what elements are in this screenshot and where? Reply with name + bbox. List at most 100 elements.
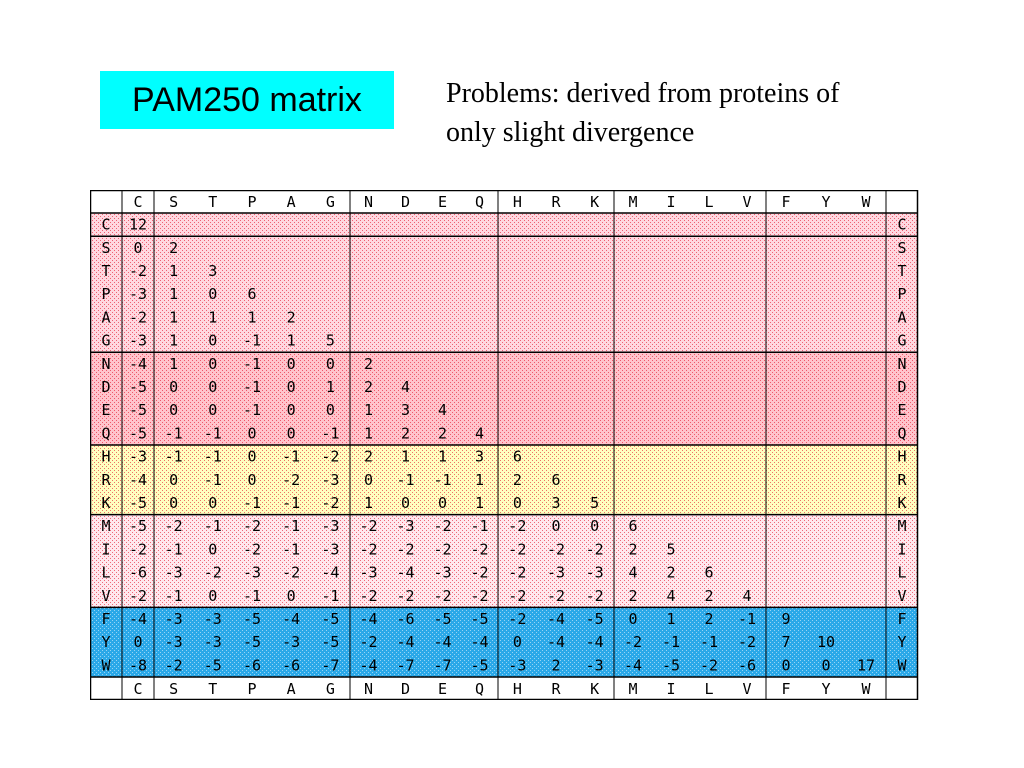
score-Q-D: 2 [401,424,410,442]
column-footer-Y: Y [821,680,830,698]
score-L-C: -6 [129,564,147,582]
score-L-H: -2 [508,564,526,582]
score-Y-L: -1 [700,633,718,651]
score-S-S: 2 [169,239,178,257]
score-E-D: 3 [401,401,410,419]
row-label-A: A [101,308,110,326]
score-K-C: -5 [129,494,147,512]
row-label-right-G: G [897,332,906,350]
score-Y-N: -2 [359,633,377,651]
row-label-right-Q: Q [897,424,906,442]
column-header-S: S [169,193,178,211]
column-header-F: F [781,193,790,211]
score-E-E: 4 [438,401,447,419]
score-W-V: -6 [738,656,756,674]
score-M-N: -2 [359,517,377,535]
score-E-N: 1 [364,401,373,419]
score-V-D: -2 [396,587,414,605]
column-header-H: H [513,193,522,211]
score-Y-T: -3 [204,633,222,651]
column-header-G: G [326,193,335,211]
score-R-N: 0 [364,471,373,489]
row-label-right-N: N [897,355,906,373]
score-F-N: -4 [359,610,377,628]
score-G-S: 1 [169,332,178,350]
column-footer-F: F [781,680,790,698]
score-F-R: -4 [547,610,565,628]
band-dots-aromatic [90,607,918,677]
row-label-L: L [101,564,110,582]
row-label-right-E: E [897,401,906,419]
score-Y-F: 7 [781,633,790,651]
row-label-right-F: F [897,610,906,628]
row-label-right-L: L [897,564,906,582]
score-R-D: -1 [396,471,414,489]
score-K-Q: 1 [475,494,484,512]
column-footer-N: N [364,680,373,698]
row-label-D: D [101,378,110,396]
footer-bg [90,677,918,700]
score-Q-T: -1 [204,424,222,442]
score-E-G: 0 [326,401,335,419]
score-G-T: 0 [208,332,217,350]
column-header-I: I [666,193,675,211]
score-W-A: -6 [282,656,300,674]
score-A-S: 1 [169,308,178,326]
score-I-G: -3 [321,540,339,558]
score-D-P: -1 [243,378,261,396]
score-L-L: 6 [704,564,713,582]
score-W-L: -2 [700,656,718,674]
score-D-N: 2 [364,378,373,396]
score-L-A: -2 [282,564,300,582]
score-R-A: -2 [282,471,300,489]
score-H-C: -3 [129,448,147,466]
score-L-K: -3 [586,564,604,582]
score-E-P: -1 [243,401,261,419]
row-label-M: M [101,517,110,535]
score-K-K: 5 [590,494,599,512]
row-label-right-M: M [897,517,906,535]
score-V-E: -2 [433,587,451,605]
score-M-T: -1 [204,517,222,535]
score-N-N: 2 [364,355,373,373]
score-R-Q: 1 [475,471,484,489]
column-footer-R: R [551,680,561,698]
score-W-P: -6 [243,656,261,674]
column-footer-M: M [628,680,637,698]
score-F-G: -5 [321,610,339,628]
score-G-C: -3 [129,332,147,350]
score-Q-P: 0 [247,424,256,442]
column-header-C: C [133,193,142,211]
score-L-D: -4 [396,564,414,582]
column-footer-Q: Q [475,680,484,698]
score-N-P: -1 [243,355,261,373]
row-label-F: F [101,610,110,628]
column-header-M: M [628,193,637,211]
score-P-C: -3 [129,285,147,303]
score-L-P: -3 [243,564,261,582]
column-header-Q: Q [475,193,484,211]
score-W-R: 2 [551,656,560,674]
row-label-E: E [101,401,110,419]
score-M-G: -3 [321,517,339,535]
score-V-T: 0 [208,587,217,605]
score-R-T: -1 [204,471,222,489]
row-label-V: V [101,587,110,605]
score-V-S: -1 [165,587,183,605]
score-R-R: 6 [551,471,560,489]
score-F-I: 1 [666,610,675,628]
score-W-T: -5 [204,656,222,674]
score-W-F: 0 [781,656,790,674]
score-Y-R: -4 [547,633,565,651]
score-C-C: 12 [129,216,147,234]
score-L-R: -3 [547,564,565,582]
score-M-S: -2 [165,517,183,535]
score-R-P: 0 [247,471,256,489]
score-T-S: 1 [169,262,178,280]
score-D-C: -5 [129,378,147,396]
score-W-W: 17 [857,656,875,674]
score-W-D: -7 [396,656,414,674]
group-grid-lines [90,190,919,700]
band-dots-cysteine [90,213,918,237]
score-Q-S: -1 [165,424,183,442]
